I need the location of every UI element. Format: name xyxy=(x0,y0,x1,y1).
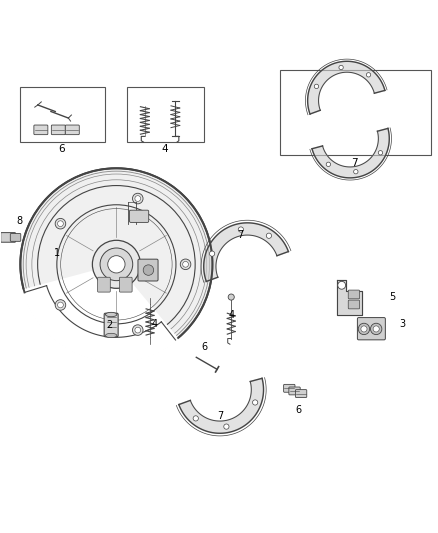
Circle shape xyxy=(135,327,141,333)
Text: 5: 5 xyxy=(390,292,396,302)
Circle shape xyxy=(266,233,272,238)
Circle shape xyxy=(193,416,198,421)
FancyBboxPatch shape xyxy=(1,232,15,242)
FancyBboxPatch shape xyxy=(284,384,295,392)
Circle shape xyxy=(224,424,229,429)
Circle shape xyxy=(135,196,141,201)
Circle shape xyxy=(371,323,382,335)
Circle shape xyxy=(209,251,215,256)
FancyBboxPatch shape xyxy=(289,387,300,395)
Circle shape xyxy=(132,193,143,204)
Ellipse shape xyxy=(106,312,117,317)
Bar xyxy=(127,87,204,142)
Circle shape xyxy=(55,300,66,310)
Text: 2: 2 xyxy=(106,320,112,330)
Text: 7: 7 xyxy=(217,411,223,421)
Circle shape xyxy=(55,219,66,229)
Circle shape xyxy=(108,256,125,273)
Circle shape xyxy=(92,240,141,288)
Text: 4: 4 xyxy=(229,310,235,319)
FancyBboxPatch shape xyxy=(357,318,385,340)
Circle shape xyxy=(132,325,143,335)
Text: 7: 7 xyxy=(237,230,243,240)
Text: 6: 6 xyxy=(59,144,65,155)
Polygon shape xyxy=(307,61,385,114)
Circle shape xyxy=(183,261,188,267)
Bar xyxy=(20,87,106,142)
Text: 3: 3 xyxy=(400,319,406,329)
Polygon shape xyxy=(312,128,389,178)
FancyBboxPatch shape xyxy=(65,125,79,135)
Circle shape xyxy=(326,162,331,166)
Circle shape xyxy=(378,151,383,155)
Circle shape xyxy=(339,66,343,70)
Circle shape xyxy=(373,326,379,332)
FancyBboxPatch shape xyxy=(104,313,118,337)
Circle shape xyxy=(361,326,367,332)
FancyBboxPatch shape xyxy=(11,233,21,241)
FancyBboxPatch shape xyxy=(295,390,307,398)
FancyBboxPatch shape xyxy=(34,125,48,135)
Circle shape xyxy=(180,259,191,270)
FancyBboxPatch shape xyxy=(120,277,132,292)
Circle shape xyxy=(353,169,358,174)
FancyBboxPatch shape xyxy=(348,300,360,309)
Text: 6: 6 xyxy=(296,405,302,415)
Text: 8: 8 xyxy=(16,216,22,225)
Text: 7: 7 xyxy=(351,158,358,167)
Text: 4: 4 xyxy=(151,319,157,329)
Circle shape xyxy=(253,400,258,405)
FancyBboxPatch shape xyxy=(130,210,149,222)
Circle shape xyxy=(228,294,234,300)
Circle shape xyxy=(57,221,64,227)
Circle shape xyxy=(338,281,346,289)
FancyBboxPatch shape xyxy=(51,125,65,135)
Circle shape xyxy=(238,227,244,232)
Wedge shape xyxy=(22,264,180,362)
Ellipse shape xyxy=(106,333,117,338)
Circle shape xyxy=(143,265,154,276)
FancyBboxPatch shape xyxy=(348,290,360,299)
Polygon shape xyxy=(337,280,362,314)
Circle shape xyxy=(314,84,318,88)
Text: 6: 6 xyxy=(201,342,208,352)
Polygon shape xyxy=(204,223,288,281)
FancyBboxPatch shape xyxy=(98,277,110,292)
Circle shape xyxy=(358,323,370,335)
Bar xyxy=(280,70,431,155)
Text: 1: 1 xyxy=(53,248,60,259)
Circle shape xyxy=(100,248,133,281)
FancyBboxPatch shape xyxy=(138,259,158,281)
Polygon shape xyxy=(179,378,264,433)
Circle shape xyxy=(366,72,371,77)
Circle shape xyxy=(20,168,212,360)
Text: 4: 4 xyxy=(161,144,168,155)
Circle shape xyxy=(57,302,64,308)
